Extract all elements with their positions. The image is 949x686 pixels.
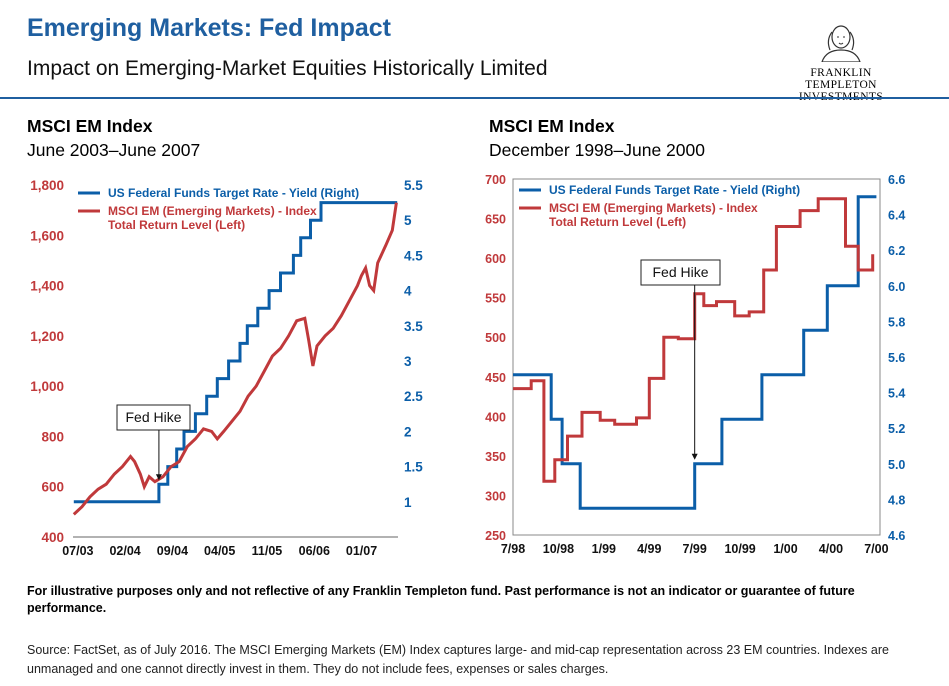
legend-label: MSCI EM (Emerging Markets) - Index Total …: [549, 201, 758, 229]
y-right-tick-label: 5: [404, 213, 412, 228]
legend-label-line: MSCI EM (Emerging Markets) - Index: [549, 201, 758, 215]
y-right-tick-label: 5.8: [888, 315, 905, 329]
x-tick-label: 1/99: [592, 542, 616, 556]
chart1-title: MSCI EM Index: [27, 116, 153, 136]
y-right-tick-label: 1.5: [404, 460, 423, 475]
annotation-arrow-head: [691, 453, 698, 460]
page-title: Emerging Markets: Fed Impact: [27, 14, 391, 42]
legend-label-line: Total Return Level (Left): [549, 215, 686, 229]
logo-text-line1: FRANKLIN TEMPLETON: [805, 67, 877, 91]
annotation-arrow-head: [155, 474, 162, 481]
x-tick-label: 4/99: [637, 542, 661, 556]
y-right-tick-label: 3: [404, 354, 412, 369]
y-right-tick-label: 5.5: [404, 178, 423, 193]
y-right-tick-label: 3.5: [404, 319, 423, 334]
x-tick-label: 10/98: [543, 542, 574, 556]
annotation-box: [640, 259, 721, 286]
y-right-tick-label: 4.6: [888, 529, 905, 543]
y-left-tick-label: 1,400: [30, 279, 64, 294]
y-right-tick-label: 5.6: [888, 351, 905, 365]
legend-label-line: US Federal Funds Target Rate - Yield (Ri…: [108, 186, 359, 200]
fed-funds-rate-line: [513, 195, 877, 510]
x-tick-label: 7/00: [864, 542, 888, 556]
y-left-tick-label: 1,200: [30, 329, 64, 344]
source-text: Source: FactSet, as of July 2016. The MS…: [27, 643, 889, 676]
y-right-tick-label: 5.2: [888, 422, 905, 436]
y-left-tick-label: 700: [485, 173, 506, 187]
y-left-tick-label: 400: [485, 410, 506, 424]
msci-em-index-line: [72, 202, 398, 516]
x-tick-label: 01/07: [346, 544, 377, 558]
annotation-label: Fed Hike: [125, 409, 181, 425]
y-left-tick-label: 650: [485, 213, 506, 227]
plot-area-frame: [512, 178, 881, 536]
y-right-tick-label: 5.4: [888, 387, 905, 401]
y-left-tick-label: 600: [485, 252, 506, 266]
y-left-tick-label: 400: [41, 530, 64, 545]
y-left-tick-label: 1,600: [30, 228, 64, 243]
y-right-tick-label: 6.2: [888, 244, 905, 258]
header-rule: [0, 97, 949, 99]
y-right-tick-label: 2: [404, 424, 412, 439]
x-tick-label: 1/00: [773, 542, 797, 556]
y-left-tick-label: 1,800: [30, 178, 64, 193]
y-right-tick-label: 4.5: [404, 248, 423, 263]
x-tick-label: 02/04: [109, 544, 140, 558]
y-right-tick-label: 4: [404, 284, 412, 299]
chart2-subtitle: December 1998–June 2000: [489, 140, 705, 160]
x-tick-label: 07/03: [62, 544, 93, 558]
y-right-tick-label: 6.4: [888, 209, 905, 223]
y-right-tick-label: 6.0: [888, 280, 905, 294]
annotation-box: [116, 404, 191, 431]
y-right-tick-label: 2.5: [404, 389, 423, 404]
x-tick-label: 11/05: [252, 544, 283, 558]
franklin-templeton-logo: FRANKLIN TEMPLETON INVESTMENTS: [786, 20, 896, 103]
y-left-tick-label: 350: [485, 450, 506, 464]
annotation-label: Fed Hike: [652, 264, 708, 280]
chart2-title: MSCI EM Index: [489, 116, 615, 136]
y-left-tick-label: 800: [41, 429, 64, 444]
y-right-tick-label: 6.6: [888, 173, 905, 187]
x-tick-label: 7/98: [501, 542, 525, 556]
legend-label-line: US Federal Funds Target Rate - Yield (Ri…: [549, 183, 800, 197]
y-left-tick-label: 300: [485, 489, 506, 503]
legend-label: MSCI EM (Emerging Markets) - Index Total …: [108, 204, 317, 232]
fed-funds-rate-line: [73, 201, 398, 504]
x-tick-label: 4/00: [819, 542, 843, 556]
disclaimer-text: For illustrative purposes only and not r…: [27, 584, 855, 615]
legend-label: US Federal Funds Target Rate - Yield (Ri…: [108, 186, 359, 200]
y-left-tick-label: 500: [485, 331, 506, 345]
y-left-tick-label: 450: [485, 371, 506, 385]
chart1-subtitle: June 2003–June 2007: [27, 140, 201, 160]
x-tick-label: 7/99: [683, 542, 707, 556]
y-left-tick-label: 1,000: [30, 379, 64, 394]
legend-label-line: MSCI EM (Emerging Markets) - Index: [108, 204, 317, 218]
x-tick-label: 09/04: [157, 544, 188, 558]
y-right-tick-label: 1: [404, 495, 412, 510]
legend-label-line: Total Return Level (Left): [108, 218, 245, 232]
y-left-tick-label: 600: [41, 480, 64, 495]
portrait-icon: [821, 25, 861, 63]
msci-em-index-line: [513, 197, 875, 483]
y-left-tick-label: 550: [485, 292, 506, 306]
legend-label: US Federal Funds Target Rate - Yield (Ri…: [549, 183, 800, 197]
y-right-tick-label: 4.8: [888, 493, 905, 507]
y-right-tick-label: 5.0: [888, 458, 905, 472]
x-tick-label: 04/05: [204, 544, 235, 558]
x-tick-label: 06/06: [299, 544, 330, 558]
y-left-tick-label: 250: [485, 529, 506, 543]
page-subtitle: Impact on Emerging-Market Equities Histo…: [27, 57, 548, 80]
x-tick-label: 10/99: [724, 542, 755, 556]
